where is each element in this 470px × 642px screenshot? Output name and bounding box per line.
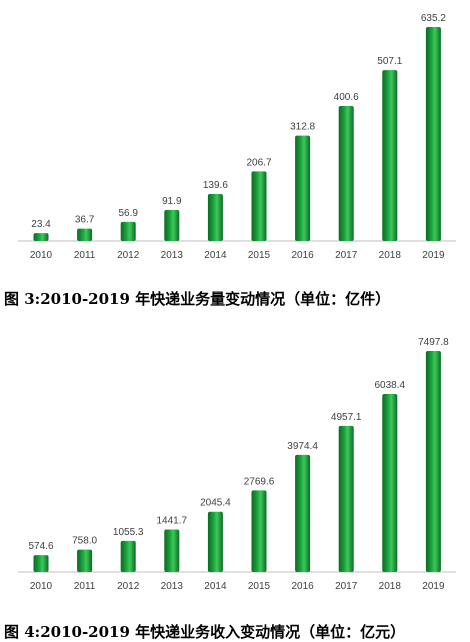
x-tick-label-2011: 2011 (74, 581, 96, 592)
x-tick-label-2011: 2011 (74, 250, 96, 261)
x-tick-label-2013: 2013 (161, 250, 184, 261)
data-label-2010: 23.4 (31, 219, 51, 230)
bar-2019 (425, 27, 441, 241)
bar-chart-express-volume: 23.4 2010 36.7 2011 56.9 2012 91.9 2013 139.6 201… (18, 13, 456, 261)
bar-2014 (207, 511, 223, 572)
data-label-2016: 3974.4 (287, 441, 318, 452)
x-tick-label-2012: 2012 (117, 250, 140, 261)
data-label-2016: 312.8 (290, 122, 315, 133)
bar-2013 (164, 210, 180, 241)
data-label-2010: 574.6 (28, 541, 53, 552)
data-label-2015: 2769.6 (244, 476, 275, 487)
data-label-2018: 507.1 (377, 56, 402, 67)
x-tick-label-2017: 2017 (335, 250, 358, 261)
x-tick-label-2014: 2014 (204, 581, 227, 592)
bar-2019 (425, 351, 441, 572)
data-label-2013: 1441.7 (157, 516, 188, 527)
data-label-2019: 7497.8 (418, 337, 449, 348)
bar-2016 (295, 135, 311, 241)
data-label-2015: 206.7 (246, 157, 271, 168)
x-tick-label-2017: 2017 (335, 581, 358, 592)
x-tick-label-2018: 2018 (379, 581, 402, 592)
x-tick-label-2016: 2016 (291, 581, 314, 592)
x-tick-label-2015: 2015 (248, 250, 271, 261)
bar-2013 (164, 529, 180, 572)
data-label-2011: 758.0 (72, 536, 97, 547)
data-label-2017: 4957.1 (331, 412, 362, 423)
x-tick-label-2012: 2012 (117, 581, 140, 592)
bar-2011 (77, 228, 93, 241)
x-tick-label-2016: 2016 (291, 250, 314, 261)
data-label-2019: 635.2 (421, 13, 446, 24)
data-label-2014: 139.6 (203, 180, 228, 191)
x-tick-label-2013: 2013 (161, 581, 184, 592)
data-label-2012: 56.9 (118, 208, 138, 219)
x-tick-label-2010: 2010 (30, 250, 53, 261)
data-label-2017: 400.6 (334, 92, 359, 103)
x-tick-label-2019: 2019 (422, 581, 445, 592)
data-label-2014: 2045.4 (200, 498, 231, 509)
data-label-2013: 91.9 (162, 196, 182, 207)
data-label-2012: 1055.3 (113, 527, 144, 538)
x-tick-label-2019: 2019 (422, 250, 445, 261)
bar-2018 (382, 70, 398, 242)
bar-2017 (338, 425, 354, 572)
bar-2015 (251, 490, 267, 572)
bar-2010 (33, 555, 49, 572)
bar-2010 (33, 233, 49, 241)
data-label-2018: 6038.4 (375, 380, 406, 391)
bar-2016 (295, 454, 311, 572)
bar-chart-express-revenue: 574.6 2010 758.0 2011 1055.3 2012 1441.7 2013 20… (18, 337, 456, 592)
chart-title: 图 4:2010-2019 年快递业务收入变动情况（单位：亿元） (4, 623, 406, 641)
chart-title: 图 3:2010-2019 年快递业务量变动情况（单位：亿件） (4, 290, 391, 308)
bar-2015 (251, 171, 267, 241)
chart-panel-express-volume: 23.4 2010 36.7 2011 56.9 2012 91.9 2013 139.6 201… (0, 0, 470, 320)
bar-2014 (207, 193, 223, 241)
bar-2017 (338, 106, 354, 241)
bar-2018 (382, 394, 398, 572)
chart-panel-express-revenue: 574.6 2010 758.0 2011 1055.3 2012 1441.7 2013 20… (0, 320, 470, 641)
x-tick-label-2010: 2010 (30, 581, 53, 592)
x-tick-label-2015: 2015 (248, 581, 271, 592)
x-tick-label-2014: 2014 (204, 250, 227, 261)
bar-2012 (120, 221, 136, 241)
bar-2012 (120, 540, 136, 572)
bar-2011 (77, 549, 93, 572)
data-label-2011: 36.7 (75, 215, 95, 226)
x-tick-label-2018: 2018 (379, 250, 402, 261)
